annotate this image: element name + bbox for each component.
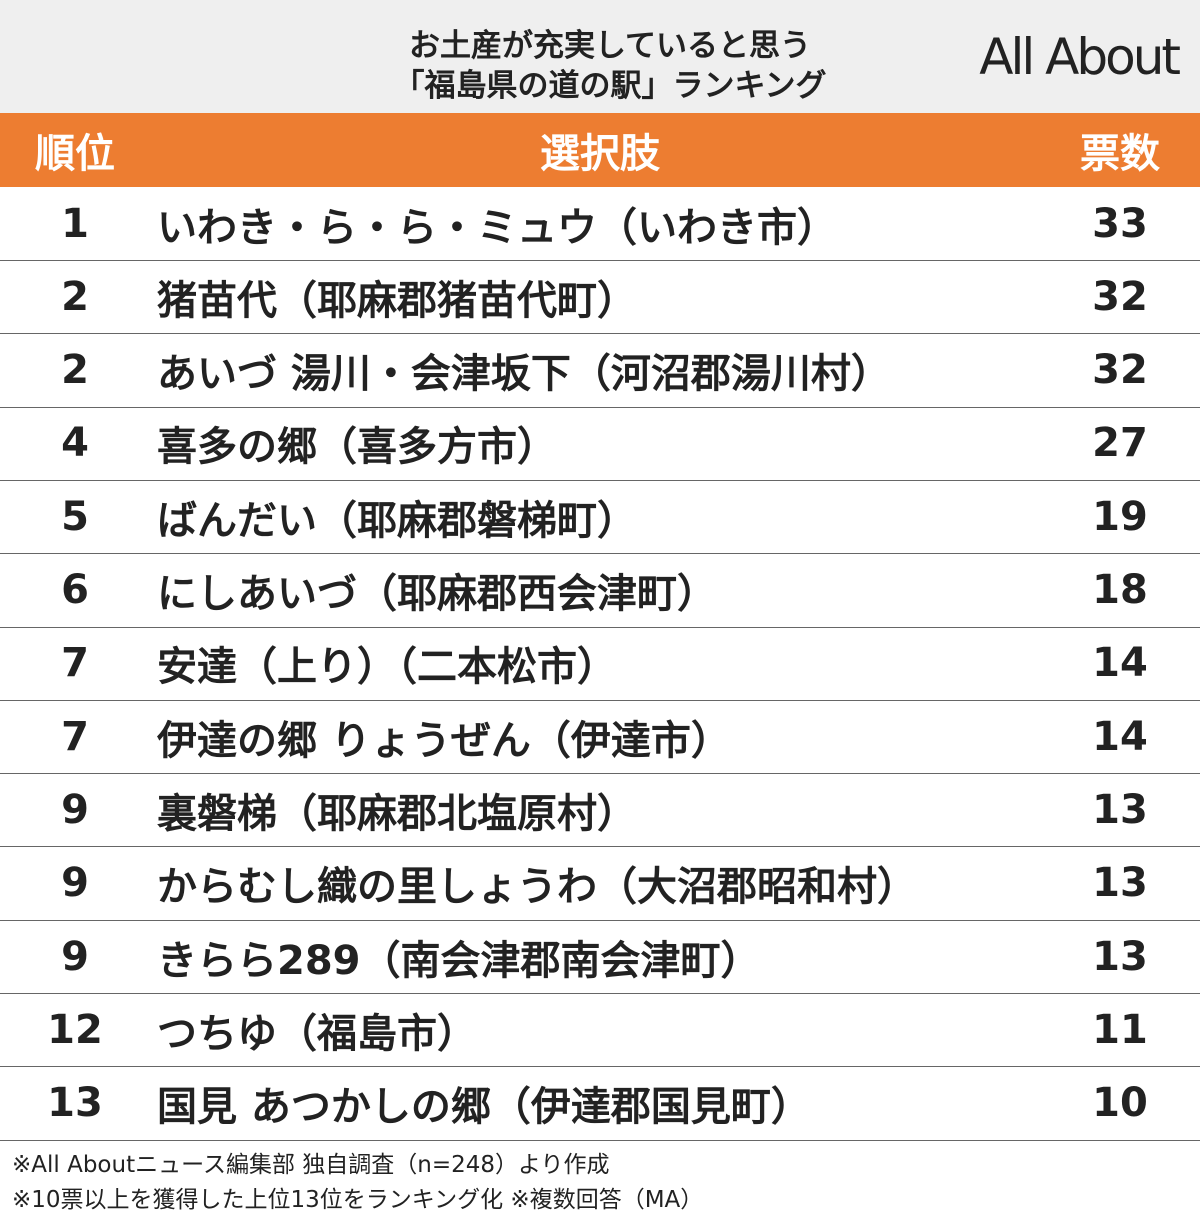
column-header: 順位 xyxy=(35,131,115,177)
choice: 裏磐梯（耶麻郡北塩原村） xyxy=(157,790,637,837)
votes: 18 xyxy=(1092,567,1148,613)
rank: 12 xyxy=(47,1006,103,1053)
table-row: 13 国見 あつかしの郷（伊達郡国見町） 10 xyxy=(0,1067,1200,1141)
rank: 1 xyxy=(61,200,89,247)
table-row: 12 つちゆ（福島市） 11 xyxy=(0,993,1200,1068)
rank: 4 xyxy=(61,420,89,467)
rank: 2 xyxy=(61,347,89,394)
rank: 9 xyxy=(61,786,89,833)
table-row: 2 猪苗代（耶麻郡猪苗代町） 32 xyxy=(0,260,1200,335)
title-line: お土産が充実していると思う xyxy=(408,28,812,64)
votes: 32 xyxy=(1092,273,1148,320)
votes: 14 xyxy=(1092,713,1148,760)
rank: 13 xyxy=(47,1080,103,1127)
column-header: 選択肢 xyxy=(540,131,660,177)
footnote: ※All Aboutニュース編集部 独自調査（n=248）より作成 xyxy=(12,1152,610,1178)
votes: 10 xyxy=(1092,1080,1148,1127)
votes: 13 xyxy=(1092,786,1148,833)
table-row: 4 喜多の郷（喜多方市） 27 xyxy=(0,407,1200,481)
votes: 32 xyxy=(1092,347,1148,394)
footnote: ※10票以上を獲得した上位13位をランキング化 ※複数回答（MA） xyxy=(12,1187,704,1213)
choice: あいづ 湯川・会津坂下（河沼郡湯川村） xyxy=(157,351,891,398)
table-row: 9 きらら289（南会津郡南会津町） 13 xyxy=(0,920,1200,994)
table-row: 1 いわき・ら・ら・ミュウ（いわき市） 33 xyxy=(0,187,1200,261)
rank: 2 xyxy=(61,273,89,320)
choice: 猪苗代（耶麻郡猪苗代町） xyxy=(157,277,637,324)
rank: 9 xyxy=(61,933,89,980)
rank: 9 xyxy=(61,860,89,907)
table-row: 6 にしあいづ（耶麻郡西会津町） 18 xyxy=(0,554,1200,628)
table-row: 9 裏磐梯（耶麻郡北塩原村） 13 xyxy=(0,773,1200,848)
table-header: 順位 選択肢 票数 xyxy=(0,113,1200,187)
choice: 国見 あつかしの郷（伊達郡国見町） xyxy=(157,1084,811,1131)
table-row: 7 伊達の郷 りょうぜん（伊達市） 14 xyxy=(0,700,1200,775)
votes: 13 xyxy=(1092,933,1148,980)
choice: からむし織の里しょうわ（大沼郡昭和村） xyxy=(157,864,917,911)
choice: きらら289（南会津郡南会津町） xyxy=(157,937,761,984)
choice: いわき・ら・ら・ミュウ（いわき市） xyxy=(157,204,837,251)
votes: 27 xyxy=(1092,420,1148,467)
rank: 7 xyxy=(61,713,89,760)
choice: ばんだい（耶麻郡磐梯町） xyxy=(157,497,637,544)
rank: 6 xyxy=(61,567,89,613)
choice: つちゆ（福島市） xyxy=(157,1010,477,1057)
votes: 11 xyxy=(1092,1006,1148,1053)
votes: 13 xyxy=(1092,860,1148,907)
table-row: 9 からむし織の里しょうわ（大沼郡昭和村） 13 xyxy=(0,847,1200,921)
rank: 7 xyxy=(61,640,89,687)
logo: All About xyxy=(979,28,1181,86)
votes: 19 xyxy=(1092,493,1148,540)
column-header: 票数 xyxy=(1080,131,1160,177)
choice: 安達（上り）（二本松市） xyxy=(157,644,617,691)
table-row: 7 安達（上り）（二本松市） 14 xyxy=(0,627,1200,701)
choice: にしあいづ（耶麻郡西会津町） xyxy=(157,571,717,617)
choice: 伊達の郷 りょうぜん（伊達市） xyxy=(157,717,731,764)
title-line: 「福島県の道の駅」ランキング xyxy=(393,68,827,104)
table-row: 2 あいづ 湯川・会津坂下（河沼郡湯川村） 32 xyxy=(0,334,1200,408)
votes: 14 xyxy=(1092,640,1148,687)
votes: 33 xyxy=(1092,200,1148,247)
rank: 5 xyxy=(61,493,89,540)
choice: 喜多の郷（喜多方市） xyxy=(157,424,557,471)
table-row: 5 ばんだい（耶麻郡磐梯町） 19 xyxy=(0,480,1200,555)
header: お土産が充実していると思う 「福島県の道の駅」ランキング All About xyxy=(0,0,1200,113)
